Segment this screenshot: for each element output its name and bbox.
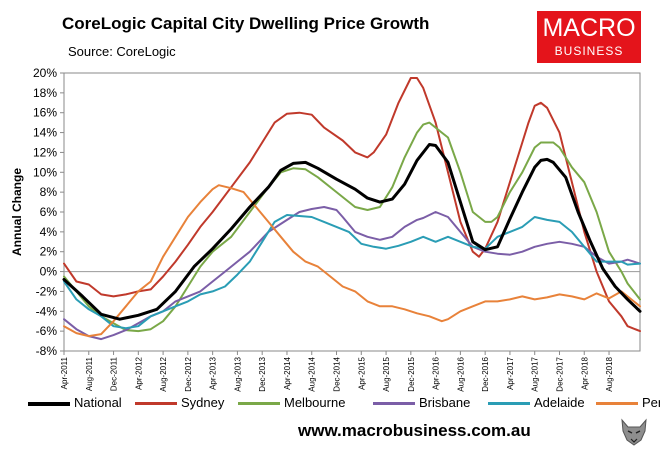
legend-label: Melbourne <box>284 395 346 410</box>
y-tick-label: 10% <box>33 165 57 179</box>
x-tick-label: Apr-2012 <box>134 356 143 389</box>
y-tick-label: -8% <box>36 344 58 358</box>
series-line-adelaide <box>63 214 641 330</box>
chart-title: CoreLogic Capital City Dwelling Price Gr… <box>62 14 430 33</box>
legend-label: Perth <box>642 395 660 410</box>
legend-swatch <box>135 402 177 406</box>
x-tick-label: Dec-2017 <box>555 356 564 391</box>
x-tick-label: Aug-2017 <box>531 356 540 391</box>
y-tick-label: 6% <box>40 205 58 219</box>
legend-item-national: National <box>28 393 122 413</box>
legend-swatch <box>488 402 530 406</box>
legend-item-melbourne: Melbourne <box>238 393 345 413</box>
wolf-icon <box>621 418 647 446</box>
y-tick-label: -6% <box>36 324 58 338</box>
y-tick-label: 14% <box>33 126 57 140</box>
chart-source: Source: CoreLogic <box>68 44 176 59</box>
legend-item-perth: Perth <box>596 393 660 413</box>
x-tick-label: Apr-2018 <box>580 356 589 389</box>
x-tick-label: Apr-2015 <box>357 356 366 389</box>
x-tick-label: Aug-2013 <box>233 356 242 391</box>
y-tick-label: -2% <box>36 284 58 298</box>
x-tick-label: Dec-2012 <box>184 356 193 391</box>
brand-logo[interactable]: MACRO BUSINESS <box>537 11 641 63</box>
footer-url[interactable]: www.macrobusiness.com.au <box>298 421 531 440</box>
legend-swatch <box>28 401 70 406</box>
x-tick-label: Apr-2017 <box>506 356 515 389</box>
x-tick-label: Aug-2012 <box>159 356 168 391</box>
y-tick-label: 8% <box>40 185 58 199</box>
x-tick-label: Dec-2013 <box>258 356 267 391</box>
x-tick-label: Dec-2014 <box>333 356 342 391</box>
chart-legend: National Sydney Melbourne Brisbane Adelaide P… <box>28 393 660 413</box>
x-tick-label: Dec-2011 <box>110 356 119 391</box>
y-tick-label: 12% <box>33 145 57 159</box>
y-tick-label: 18% <box>33 86 57 100</box>
series-line-perth <box>63 184 641 338</box>
legend-label: Brisbane <box>419 395 471 410</box>
y-tick-label: 16% <box>33 106 57 120</box>
x-tick-label: Aug-2018 <box>605 356 614 391</box>
y-tick-label: 20% <box>33 66 57 80</box>
legend-swatch <box>373 402 415 406</box>
series-line-national <box>62 143 642 321</box>
x-tick-label: Aug-2014 <box>308 356 317 391</box>
legend-item-brisbane: Brisbane <box>373 393 470 413</box>
series-line-sydney <box>63 77 641 333</box>
brand-logo-line1: MACRO <box>542 14 636 42</box>
x-tick-label: Dec-2015 <box>407 356 416 391</box>
x-tick-label: Apr-2013 <box>209 356 218 389</box>
y-axis-title: Annual Change <box>10 168 24 256</box>
x-tick-label: Apr-2014 <box>283 356 292 389</box>
y-tick-label: -4% <box>36 304 58 318</box>
x-tick-label: Dec-2016 <box>481 356 490 391</box>
x-tick-label: Aug-2015 <box>382 356 391 391</box>
x-tick-label: Apr-2011 <box>60 356 69 389</box>
legend-item-adelaide: Adelaide <box>488 393 585 413</box>
y-tick-label: 0% <box>40 265 58 279</box>
x-tick-label: Aug-2011 <box>85 356 94 391</box>
legend-item-sydney: Sydney <box>135 393 224 413</box>
series-line-brisbane <box>63 206 641 341</box>
y-tick-label: 2% <box>40 245 58 259</box>
legend-swatch <box>238 402 280 406</box>
plot-area <box>63 72 641 352</box>
legend-label: Adelaide <box>534 395 585 410</box>
brand-logo-line2: BUSINESS <box>554 44 624 58</box>
x-tick-label: Aug-2016 <box>456 356 465 391</box>
x-tick-label: Apr-2016 <box>432 356 441 389</box>
legend-swatch <box>596 402 638 406</box>
series-line-melbourne <box>63 121 641 333</box>
legend-label: National <box>74 395 122 410</box>
y-tick-label: 4% <box>40 225 58 239</box>
legend-label: Sydney <box>181 395 225 410</box>
